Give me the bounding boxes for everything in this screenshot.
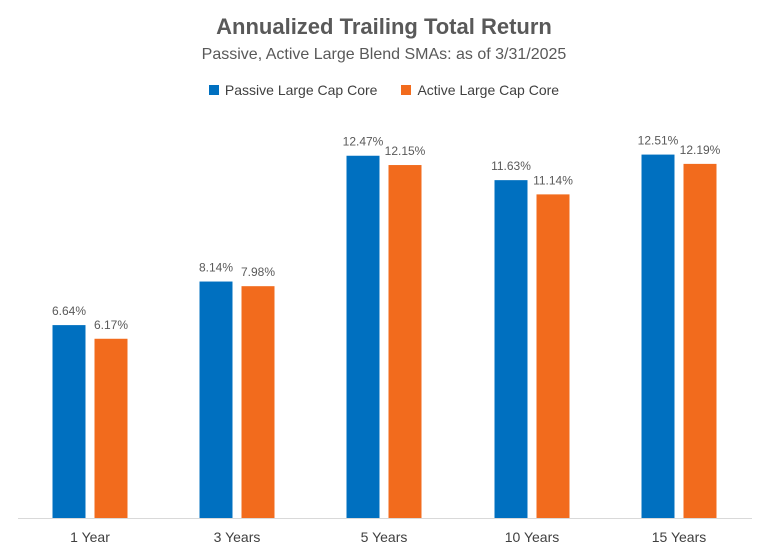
x-tick-label-3: 10 Years xyxy=(505,529,560,545)
bar-active-1 xyxy=(241,286,275,518)
legend-swatch-active xyxy=(401,85,412,95)
data-label-active-0: 6.17% xyxy=(94,318,128,332)
x-tick-label-0: 1 Year xyxy=(70,529,110,545)
data-label-passive-3: 11.63% xyxy=(491,159,531,173)
data-label-passive-0: 6.64% xyxy=(52,304,86,318)
legend-label-passive: Passive Large Cap Core xyxy=(224,82,378,98)
data-label-active-4: 12.19% xyxy=(680,143,721,157)
data-label-active-3: 11.14% xyxy=(533,173,573,187)
bar-active-3 xyxy=(536,194,570,518)
data-label-active-2: 12.15% xyxy=(385,144,426,158)
legend: Passive Large Cap Core Active Large Cap … xyxy=(0,82,768,98)
bar-passive-1 xyxy=(199,281,233,518)
x-tick-label-4: 15 Years xyxy=(652,529,707,545)
x-tick-label-2: 5 Years xyxy=(361,529,408,545)
chart-title: Annualized Trailing Total Return xyxy=(216,14,552,39)
legend-item-passive: Passive Large Cap Core xyxy=(208,82,378,98)
bar-passive-3 xyxy=(494,180,528,518)
chart-subtitle: Passive, Active Large Blend SMAs: as of … xyxy=(201,46,567,63)
data-label-passive-1: 8.14% xyxy=(199,261,233,275)
x-tick-label-1: 3 Years xyxy=(214,529,261,545)
data-label-active-1: 7.98% xyxy=(241,265,275,279)
bar-passive-0 xyxy=(52,325,86,518)
data-label-passive-2: 12.47% xyxy=(343,135,384,149)
data-label-passive-4: 12.51% xyxy=(638,134,679,148)
legend-item-active: Active Large Cap Core xyxy=(401,82,559,98)
bar-passive-4 xyxy=(641,154,675,518)
legend-swatch-passive xyxy=(208,85,219,95)
bar-active-0 xyxy=(94,338,128,518)
bar-active-2 xyxy=(388,165,422,519)
bar-passive-2 xyxy=(346,155,380,518)
legend-label-active: Active Large Cap Core xyxy=(417,82,560,98)
bar-active-4 xyxy=(683,163,717,518)
